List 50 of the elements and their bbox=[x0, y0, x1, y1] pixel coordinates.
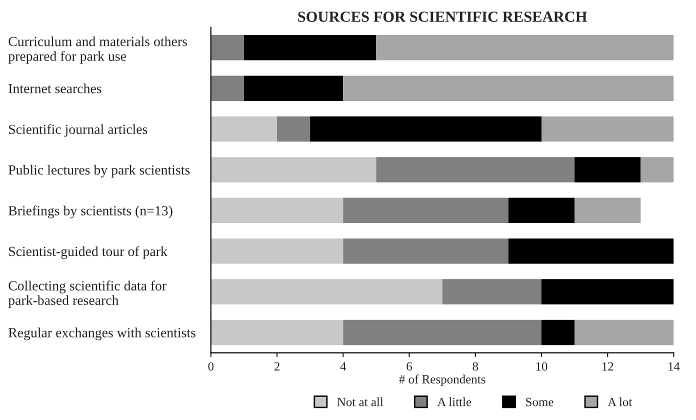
bar bbox=[442, 279, 542, 304]
bar bbox=[508, 238, 674, 264]
y-tick-label: Briefings by scientists (n=13) bbox=[8, 206, 172, 218]
x-tick-label: 12 bbox=[602, 362, 614, 370]
legend-label: Some bbox=[526, 398, 554, 406]
bar bbox=[574, 320, 674, 346]
bar bbox=[244, 35, 376, 60]
bar bbox=[210, 238, 344, 264]
bar bbox=[343, 238, 508, 264]
bar bbox=[343, 320, 542, 346]
bar bbox=[541, 279, 674, 304]
x-axis-title: # of Respondents bbox=[399, 374, 486, 386]
bar bbox=[343, 198, 508, 224]
bar bbox=[376, 157, 575, 182]
x-tick-label: 2 bbox=[274, 362, 280, 370]
bar bbox=[244, 76, 344, 101]
bar bbox=[541, 116, 674, 142]
x-tick-label: 0 bbox=[208, 362, 214, 371]
bar bbox=[210, 198, 344, 224]
legend-label: Not at all bbox=[337, 397, 384, 406]
legend-label: A little bbox=[437, 397, 472, 406]
y-tick-label: Internet searches bbox=[8, 84, 102, 94]
y-tick-label: Scientific journal articles bbox=[9, 124, 148, 137]
chart-title: SOURCES FOR SCIENTIFIC RESEARCH bbox=[298, 12, 588, 22]
x-tick-label: 8 bbox=[472, 362, 478, 371]
bar bbox=[508, 198, 575, 224]
bar bbox=[210, 76, 244, 101]
x-tick-label: 14 bbox=[668, 362, 680, 370]
bar bbox=[210, 35, 244, 60]
bar bbox=[541, 320, 575, 346]
bar bbox=[574, 198, 641, 224]
legend-label: A lot bbox=[608, 397, 632, 406]
bar bbox=[210, 320, 344, 346]
y-tick-label: Curriculum and materials others prepared for park use bbox=[8, 36, 187, 64]
bar bbox=[640, 157, 674, 182]
bar bbox=[277, 116, 310, 142]
x-tick-label: 6 bbox=[406, 362, 412, 371]
y-tick-label: Regular exchanges with scientists bbox=[8, 328, 196, 340]
bar bbox=[310, 116, 542, 142]
x-tick-label: 4 bbox=[340, 362, 346, 370]
bar bbox=[343, 76, 674, 101]
bar bbox=[210, 279, 442, 304]
x-tick-label: 10 bbox=[536, 362, 548, 371]
y-tick-label: Collecting scientific data for park-based research bbox=[8, 280, 166, 308]
y-tick-label: Scientist-guided tour of park bbox=[9, 246, 168, 259]
y-tick-label: Public lectures by park scientists bbox=[8, 164, 190, 178]
bar bbox=[574, 157, 641, 182]
bar bbox=[210, 157, 376, 182]
bar bbox=[376, 35, 674, 60]
bar bbox=[210, 116, 278, 142]
